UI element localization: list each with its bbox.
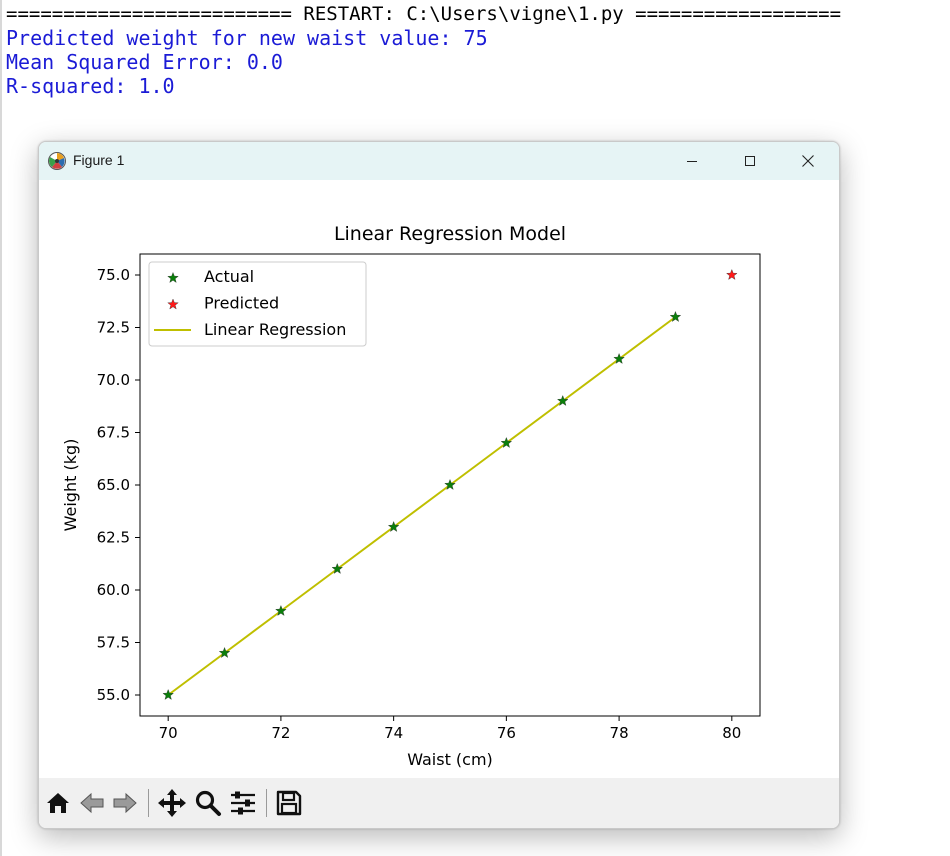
y-tick-label: 72.5 [97, 319, 130, 337]
x-tick-label: 80 [722, 724, 741, 742]
chart-title: Linear Regression Model [334, 223, 566, 245]
figure-window: Figure 1 Linear Regression Model 70 72 74 7… [38, 141, 840, 829]
actual-point [218, 646, 231, 658]
navigation-toolbar [39, 778, 839, 828]
close-button[interactable] [779, 142, 837, 180]
legend-label: Predicted [204, 294, 279, 313]
title-bar[interactable]: Figure 1 [39, 142, 839, 180]
y-tick-label: 65.0 [97, 476, 130, 494]
toolbar-separator [148, 789, 149, 817]
zoom-icon [195, 790, 221, 816]
back-button[interactable] [77, 788, 107, 818]
predicted-point [726, 268, 738, 280]
y-tick-label: 60.0 [97, 581, 130, 599]
chart: Linear Regression Model 70 72 74 76 78 80 55.… [61, 223, 761, 769]
zoom-button[interactable] [193, 788, 223, 818]
y-tick-label: 70.0 [97, 371, 130, 389]
forward-button[interactable] [110, 788, 140, 818]
y-tick-label: 67.5 [97, 424, 130, 442]
actual-point [500, 436, 513, 448]
actual-point [669, 310, 682, 322]
back-icon [80, 792, 104, 814]
plot-canvas[interactable]: Linear Regression Model 70 72 74 76 78 80 55.… [39, 180, 839, 778]
actual-point [275, 604, 287, 616]
shell-left-border [0, 0, 2, 856]
home-button[interactable] [43, 788, 73, 818]
y-tick-label: 62.5 [97, 529, 130, 547]
pan-button[interactable] [157, 788, 187, 818]
matplotlib-icon [47, 151, 67, 171]
output-line-predicted: Predicted weight for new waist value: 75 [6, 26, 488, 50]
minimize-button[interactable] [663, 142, 721, 180]
save-icon [276, 790, 302, 816]
legend: Actual Predicted Linear Regression [148, 261, 367, 347]
actual-point [613, 352, 625, 364]
home-icon [47, 793, 69, 813]
maximize-button[interactable] [721, 142, 779, 180]
x-tick-label: 76 [497, 724, 516, 742]
actual-point [556, 394, 569, 406]
output-line-r2: R-squared: 1.0 [6, 74, 175, 98]
x-axis-label: Waist (cm) [407, 750, 493, 769]
legend-label: Linear Regression [204, 320, 346, 339]
forward-icon [113, 792, 137, 814]
save-button[interactable] [274, 788, 304, 818]
configure-subplots-button[interactable] [228, 788, 258, 818]
x-tick-label: 74 [384, 724, 403, 742]
y-tick-label: 55.0 [97, 686, 130, 704]
pan-icon [158, 789, 186, 817]
restart-line: ========================= RESTART: C:\Us… [6, 3, 842, 25]
regression-line [167, 316, 677, 696]
legend-marker [167, 298, 179, 310]
configure-subplots-icon [231, 791, 255, 815]
close-icon [802, 155, 814, 167]
actual-point [162, 688, 174, 700]
output-line-mse: Mean Squared Error: 0.0 [6, 50, 283, 74]
legend-marker [167, 271, 179, 283]
actual-point [331, 562, 344, 574]
legend-label: Actual [204, 267, 254, 286]
legend-box [148, 261, 367, 347]
y-tick-label: 57.5 [97, 634, 130, 652]
toolbar-separator [266, 789, 267, 817]
maximize-icon [745, 156, 755, 166]
y-axis-label: Weight (kg) [61, 439, 80, 532]
actual-point [387, 520, 400, 532]
minimize-icon [687, 161, 697, 162]
window-title: Figure 1 [73, 152, 125, 168]
x-tick-label: 72 [271, 724, 290, 742]
actual-point [444, 478, 456, 490]
x-tick-label: 70 [159, 724, 178, 742]
y-tick-label: 75.0 [97, 266, 130, 284]
x-tick-label: 78 [610, 724, 629, 742]
